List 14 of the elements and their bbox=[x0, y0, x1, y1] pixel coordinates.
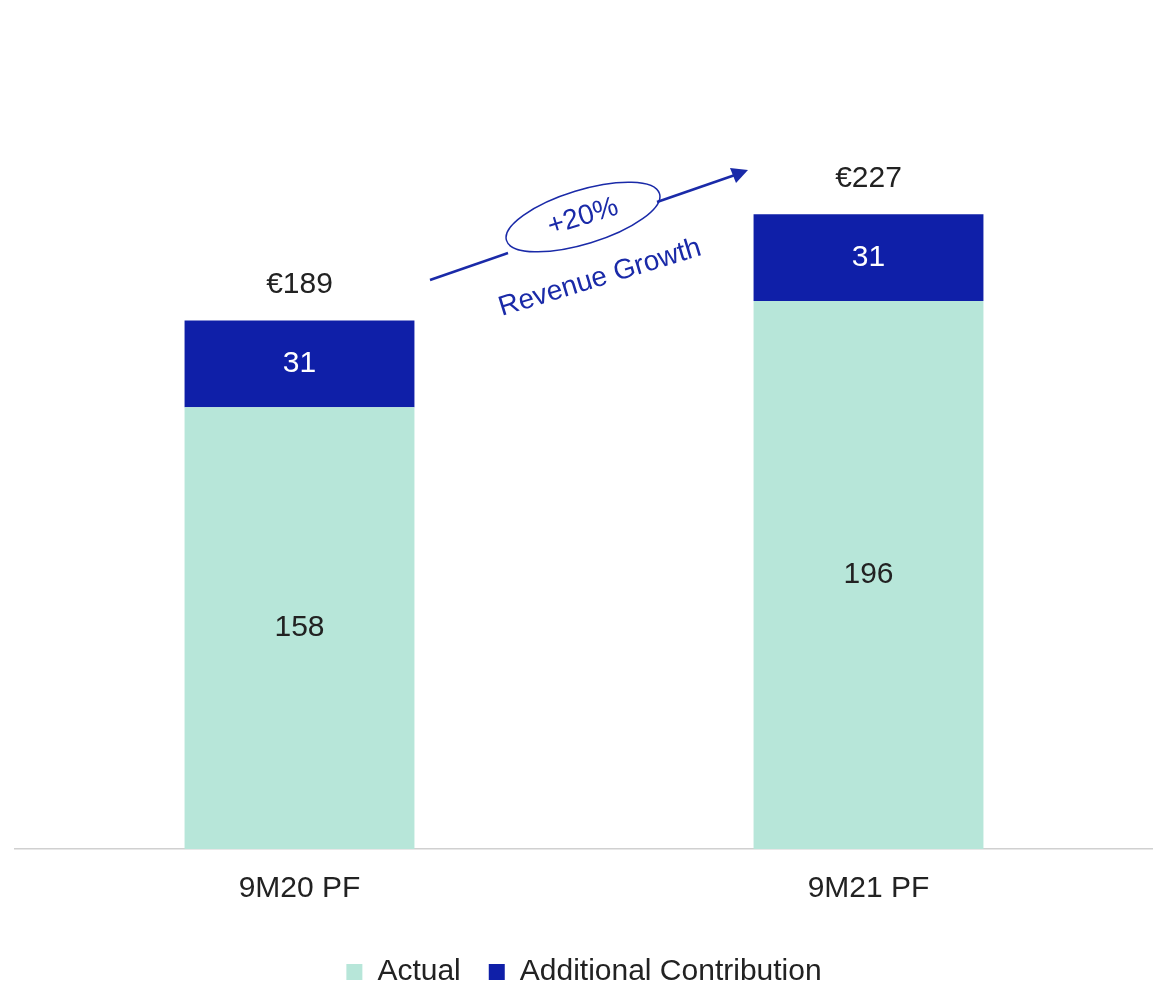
total-label: €227 bbox=[835, 159, 902, 193]
total-label: €189 bbox=[266, 265, 333, 299]
legend-label: Additional Contribution bbox=[519, 953, 822, 987]
x-tick-label: 9M20 PF bbox=[238, 870, 361, 904]
bar bbox=[753, 214, 984, 301]
data-label: 31 bbox=[851, 238, 886, 272]
bar bbox=[184, 320, 415, 408]
legend-label: Actual bbox=[377, 953, 461, 987]
bar bbox=[753, 300, 984, 849]
x-tick-label: 9M21 PF bbox=[807, 870, 930, 904]
bar bbox=[184, 407, 415, 849]
data-label: 158 bbox=[274, 609, 325, 643]
data-label: 31 bbox=[282, 345, 317, 379]
data-label: 196 bbox=[843, 556, 894, 590]
